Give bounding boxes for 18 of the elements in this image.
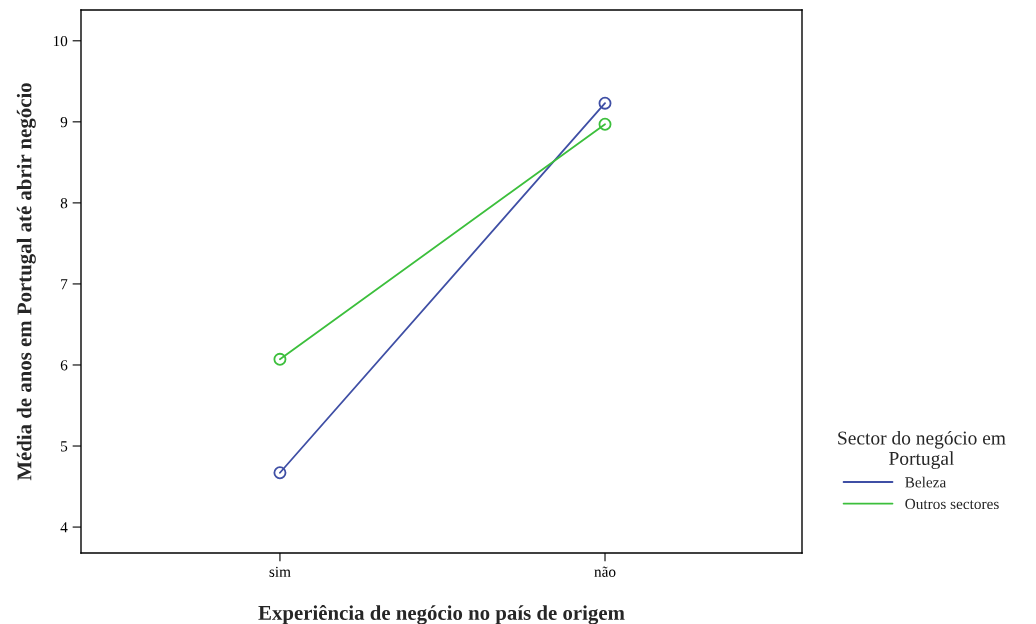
- y-tick-label: 10: [53, 35, 68, 47]
- legend-label: Outros sectores: [905, 498, 999, 510]
- point: [273, 466, 287, 480]
- x-axis-title: Experiência de negócio no país de origem: [258, 605, 625, 624]
- legend-label: Beleza: [905, 476, 947, 488]
- point: [598, 117, 612, 131]
- y-axis-title: Média de anos em Portugal até abrir negócio: [16, 83, 36, 481]
- y-tick-label: 7: [61, 279, 68, 290]
- x-tick-label: sim: [269, 566, 291, 577]
- y-tick-label: 4: [60, 522, 68, 533]
- y-tick-label: 8: [60, 198, 68, 209]
- y-tick-label: 5: [61, 441, 68, 452]
- y-tick-label: 6: [60, 360, 68, 371]
- x-tick-label: não: [594, 566, 616, 577]
- point: [598, 96, 612, 110]
- point: [273, 352, 287, 366]
- legend-title: Sector do negócio em Portugal: [838, 430, 1006, 470]
- y-tick-label: 9: [60, 117, 68, 128]
